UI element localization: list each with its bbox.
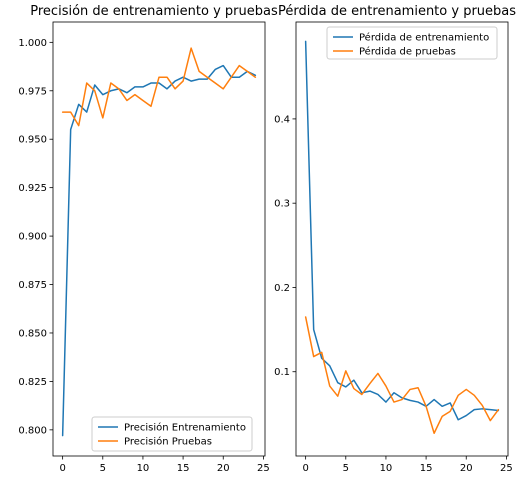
plot-frame: [295, 21, 509, 457]
y-tick-label: 0.2: [274, 283, 290, 294]
y-tick-label: 0.950: [18, 135, 47, 146]
accuracy-chart: Precisión de entrenamiento y pruebas 0 5 10…: [18, 4, 278, 474]
x-tick-label: 0: [59, 463, 65, 474]
y-tick-label: 0.850: [18, 328, 47, 339]
y-tick-label: 0.825: [18, 377, 47, 388]
x-tick-label: 20: [217, 463, 230, 474]
plot-frame: [52, 21, 266, 457]
legend: Precisión Entrenamiento Precisión Pruebas: [91, 416, 253, 452]
legend-entry: Pérdida de pruebas: [359, 46, 456, 58]
x-tick-label: 25: [257, 463, 270, 474]
x-tick-label: 25: [500, 463, 513, 474]
legend-entry: Precisión Pruebas: [124, 436, 212, 448]
x-tick-label: 5: [343, 463, 349, 474]
chart-title: Pérdida de entrenamiento y pruebas: [278, 4, 516, 19]
series-line-test: [61, 47, 257, 127]
x-tick-label: 5: [100, 463, 106, 474]
y-tick-label: 0.3: [274, 199, 290, 210]
legend-entry: Precisión Entrenamiento: [124, 422, 246, 434]
x-tick-label: 10: [380, 463, 393, 474]
legend-box: [326, 26, 498, 60]
y-tick-label: 1.000: [18, 38, 47, 49]
loss-chart: Pérdida de entrenamiento y pruebas 0 5 10 15…: [274, 4, 516, 474]
series-line-train: [61, 64, 257, 437]
legend-entry: Pérdida de entrenamiento: [359, 32, 489, 44]
y-tick-label: 0.800: [18, 425, 47, 436]
y-tick-label: 0.975: [18, 86, 47, 97]
y-tick-label: 0.875: [18, 280, 47, 291]
chart-title: Precisión de entrenamiento y pruebas: [30, 4, 278, 19]
y-tick-label: 0.4: [274, 114, 290, 125]
y-tick-label: 0.925: [18, 183, 47, 194]
legend: Pérdida de entrenamiento Pérdida de prueb…: [326, 26, 498, 60]
x-tick-label: 10: [137, 463, 150, 474]
x-tick-label: 15: [420, 463, 433, 474]
x-tick-label: 0: [302, 463, 308, 474]
series-line-train: [304, 40, 500, 421]
y-tick-label: 0.900: [18, 232, 47, 243]
x-tick-label: 20: [460, 463, 473, 474]
y-tick-label: 0.1: [274, 367, 290, 378]
x-tick-label: 15: [177, 463, 190, 474]
legend-box: [91, 416, 253, 452]
series-line-test: [304, 316, 500, 434]
